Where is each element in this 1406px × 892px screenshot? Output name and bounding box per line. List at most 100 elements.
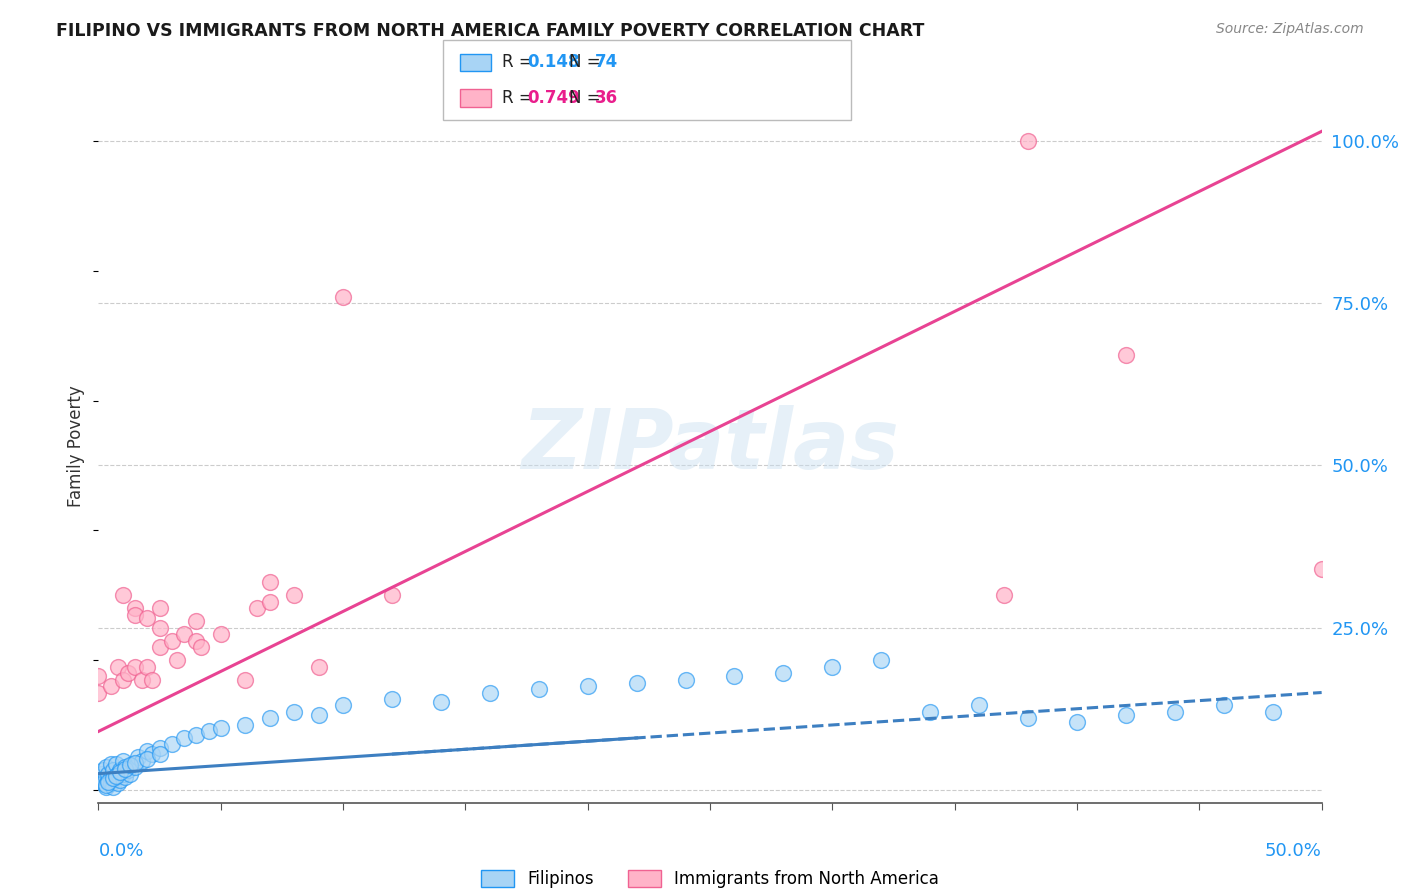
Point: [920, 705, 942, 719]
Y-axis label: Family Poverty: Family Poverty: [67, 385, 86, 507]
Point: [111, 673, 134, 687]
Point: [149, 747, 172, 761]
Text: 0.148: 0.148: [527, 54, 579, 71]
Text: N =: N =: [569, 54, 606, 71]
Point: [101, 773, 124, 788]
Point: [136, 659, 159, 673]
Point: [1261, 705, 1284, 719]
Point: [107, 659, 129, 673]
Point: [94, 770, 117, 784]
Point: [626, 675, 648, 690]
Point: [111, 754, 134, 768]
Point: [136, 752, 159, 766]
Point: [107, 766, 129, 780]
Point: [136, 744, 159, 758]
Point: [107, 776, 129, 790]
Point: [149, 601, 172, 615]
Point: [101, 780, 124, 794]
Text: 74: 74: [595, 54, 619, 71]
Point: [186, 614, 208, 628]
Point: [527, 682, 550, 697]
Point: [209, 627, 232, 641]
Point: [114, 762, 136, 776]
Point: [173, 731, 195, 745]
Point: [1164, 705, 1187, 719]
Point: [259, 711, 281, 725]
Text: 0.749: 0.749: [527, 89, 581, 107]
Point: [308, 659, 330, 673]
Point: [283, 705, 305, 719]
Point: [1115, 708, 1137, 723]
Point: [1017, 134, 1039, 148]
Point: [104, 756, 127, 771]
Point: [94, 778, 117, 792]
Point: [120, 758, 142, 772]
Point: [111, 766, 134, 780]
Point: [90, 766, 112, 780]
Text: ZIPatlas: ZIPatlas: [522, 406, 898, 486]
Point: [101, 771, 124, 785]
Text: 50.0%: 50.0%: [1265, 842, 1322, 860]
Point: [100, 776, 122, 790]
Point: [90, 773, 112, 788]
Point: [675, 673, 697, 687]
Point: [124, 659, 146, 673]
Point: [308, 708, 330, 723]
Point: [104, 768, 127, 782]
Point: [209, 721, 232, 735]
Point: [100, 756, 122, 771]
Point: [723, 669, 745, 683]
Point: [100, 770, 122, 784]
Point: [141, 747, 163, 761]
Text: R =: R =: [502, 89, 538, 107]
Point: [141, 673, 163, 687]
Point: [821, 659, 844, 673]
Point: [259, 575, 281, 590]
Point: [246, 601, 269, 615]
Point: [110, 773, 132, 788]
Point: [186, 633, 208, 648]
Point: [101, 764, 124, 778]
Point: [97, 766, 120, 780]
Point: [166, 653, 188, 667]
Point: [233, 673, 256, 687]
Point: [117, 666, 139, 681]
Text: N =: N =: [569, 89, 606, 107]
Point: [478, 685, 501, 699]
Point: [149, 740, 172, 755]
Point: [131, 754, 153, 768]
Point: [576, 679, 599, 693]
Point: [104, 770, 127, 784]
Point: [120, 766, 142, 780]
Point: [332, 290, 354, 304]
Point: [100, 679, 122, 693]
Point: [1310, 562, 1333, 576]
Point: [131, 673, 153, 687]
Point: [87, 685, 110, 699]
Point: [283, 588, 305, 602]
Point: [110, 764, 132, 778]
Point: [114, 770, 136, 784]
Point: [332, 698, 354, 713]
Point: [186, 728, 208, 742]
Point: [94, 780, 117, 794]
Point: [124, 607, 146, 622]
Point: [110, 764, 132, 779]
Point: [772, 666, 794, 681]
Point: [117, 764, 139, 778]
Point: [124, 760, 146, 774]
Point: [149, 621, 172, 635]
Point: [97, 775, 120, 789]
Point: [381, 692, 404, 706]
Point: [91, 764, 114, 778]
Point: [1066, 714, 1088, 729]
Point: [430, 695, 453, 709]
Text: 36: 36: [595, 89, 617, 107]
Point: [1212, 698, 1234, 713]
Point: [967, 698, 990, 713]
Point: [993, 588, 1015, 602]
Point: [91, 776, 114, 790]
Point: [381, 588, 404, 602]
Point: [190, 640, 212, 654]
Point: [870, 653, 893, 667]
